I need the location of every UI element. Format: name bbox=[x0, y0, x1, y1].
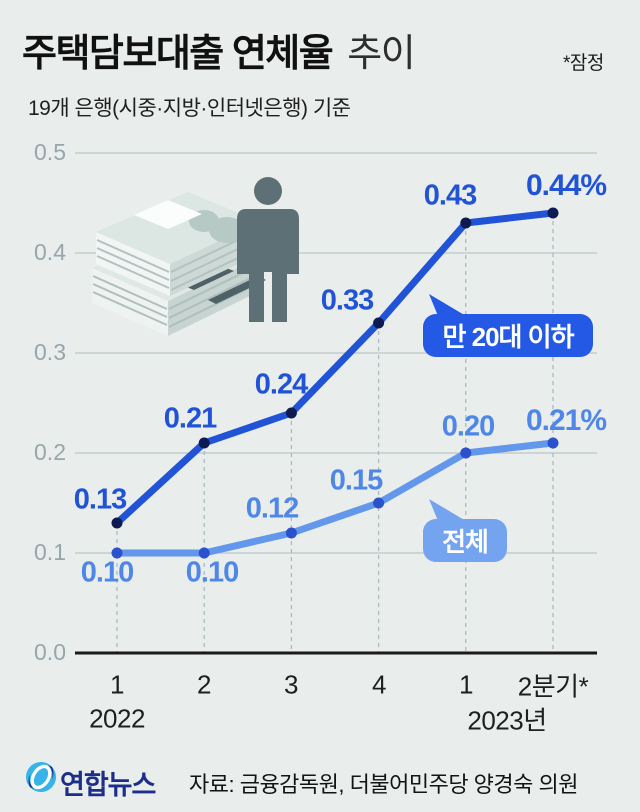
page-title-sub: 추이 bbox=[347, 33, 415, 75]
data-point-s1-5 bbox=[547, 437, 559, 449]
value-label-under20-q4-2022: 0.33 bbox=[320, 284, 374, 317]
data-point-s0-1 bbox=[198, 437, 210, 449]
value-label-total-q1-2022: 0.10 bbox=[80, 556, 134, 589]
y-tick-0.3: 0.3 bbox=[34, 338, 66, 365]
page-title-main: 주택담보대출 연체율 bbox=[22, 33, 334, 75]
year-label-2022: 2022 bbox=[89, 703, 145, 734]
data-point-s1-2 bbox=[285, 527, 297, 539]
value-label-under20-q3-2022: 0.24 bbox=[254, 368, 308, 401]
value-label-total-q3-2022: 0.12 bbox=[245, 492, 299, 525]
data-point-s0-3 bbox=[373, 317, 385, 329]
y-tick-0.0: 0.0 bbox=[34, 638, 66, 665]
series-callout-total: 전체 bbox=[423, 499, 507, 562]
series-lines bbox=[111, 207, 559, 559]
series-callout-total-label: 전체 bbox=[442, 526, 489, 557]
x-tick-q2-2023: 2분기* bbox=[517, 671, 589, 702]
source-credit: 자료: 금융감독원, 더불어민주당 양경숙 의원 bbox=[189, 772, 579, 797]
y-tick-0.5: 0.5 bbox=[34, 138, 66, 165]
x-tick-q1-2022: 1 bbox=[110, 669, 124, 700]
value-label-under20-q1-2022: 0.13 bbox=[73, 483, 127, 516]
y-tick-0.4: 0.4 bbox=[34, 238, 66, 265]
series-callout-under20: 만 20대 이하 bbox=[423, 294, 593, 357]
value-label-total-q1-2023: 0.20 bbox=[441, 410, 495, 443]
money-stack-icon bbox=[92, 192, 266, 336]
value-label-under20-q1-2023: 0.43 bbox=[423, 179, 477, 212]
callout-tail-icon bbox=[429, 499, 466, 521]
money-stack-person-illustration bbox=[92, 177, 299, 336]
value-label-total-q2-2022: 0.10 bbox=[185, 556, 239, 589]
provisional-note: *잠정 bbox=[563, 53, 604, 74]
data-point-s0-4 bbox=[460, 217, 472, 229]
series-line-1 bbox=[113, 439, 557, 557]
data-point-s0-2 bbox=[285, 407, 297, 419]
data-point-s1-4 bbox=[460, 447, 472, 459]
x-tick-q1-2023: 1 bbox=[459, 669, 473, 700]
callout-tail-icon bbox=[429, 294, 466, 316]
data-point-s1-0 bbox=[111, 547, 123, 559]
series-line-0 bbox=[113, 209, 557, 527]
year-label-2023: 2023년 bbox=[467, 705, 547, 736]
y-tick-0.1: 0.1 bbox=[34, 538, 66, 565]
data-point-s1-3 bbox=[373, 497, 385, 509]
value-label-under20-q2-2023: 0.44% bbox=[525, 169, 607, 202]
chart-subtitle: 19개 은행(시중·지방·인터넷은행) 기준 bbox=[28, 97, 351, 120]
yonhap-logo-icon bbox=[26, 762, 56, 792]
data-point-s1-1 bbox=[198, 547, 210, 559]
y-tick-0.2: 0.2 bbox=[34, 438, 66, 465]
data-point-s0-0 bbox=[111, 517, 123, 529]
page-title: 주택담보대출 연체율 추이 bbox=[22, 22, 416, 77]
value-label-total-q2-2023: 0.21% bbox=[525, 404, 607, 437]
value-label-under20-q2-2022: 0.21 bbox=[163, 402, 217, 435]
x-tick-q2-2022: 2 bbox=[197, 669, 211, 700]
x-tick-q3-2022: 3 bbox=[284, 669, 298, 700]
yonhap-logo-text: 연합뉴스 bbox=[60, 770, 156, 800]
person-icon bbox=[237, 177, 299, 322]
value-label-total-q4-2022: 0.15 bbox=[329, 464, 383, 497]
series-callout-under20-label: 만 20대 이하 bbox=[442, 321, 574, 352]
x-tick-q4-2022: 4 bbox=[372, 669, 386, 700]
data-point-s0-5 bbox=[547, 207, 559, 219]
